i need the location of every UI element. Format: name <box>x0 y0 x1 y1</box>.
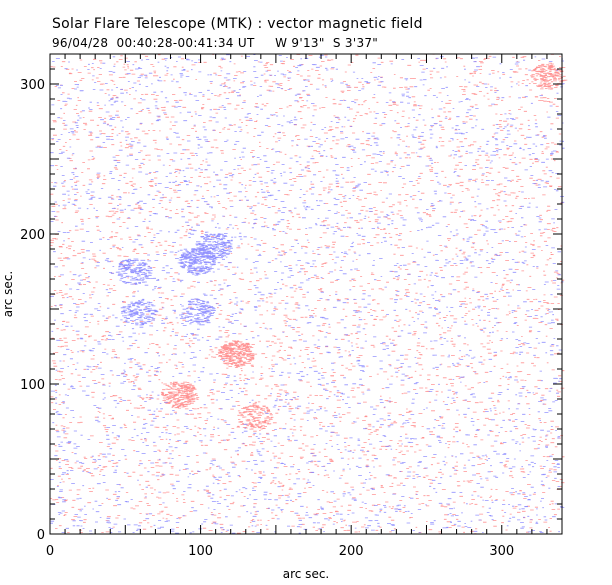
x-tick-label: 300 <box>489 544 514 559</box>
chart-subtitle: 96/04/28 00:40:28-00:41:34 UT W 9'13" S … <box>52 36 379 50</box>
tick-label-layer: 0 100 200 300 0 100 200 300 <box>20 78 514 559</box>
y-tick-label: 0 <box>37 528 45 543</box>
tick-layer <box>49 53 563 535</box>
y-tick-label: 200 <box>20 228 45 243</box>
chart-title: Solar Flare Telescope (MTK) : vector mag… <box>52 16 423 32</box>
y-axis-label: arc sec. <box>1 270 15 318</box>
x-tick-label: 0 <box>46 544 54 559</box>
y-tick-label: 100 <box>20 378 45 393</box>
positive-polarity-strokes <box>50 53 568 535</box>
y-tick-label: 300 <box>20 78 45 93</box>
negative-polarity-strokes <box>50 53 565 534</box>
x-tick-label: 100 <box>188 544 213 559</box>
x-axis-label: arc sec. <box>282 567 330 581</box>
field-layer <box>50 53 568 535</box>
x-tick-label: 200 <box>339 544 364 559</box>
